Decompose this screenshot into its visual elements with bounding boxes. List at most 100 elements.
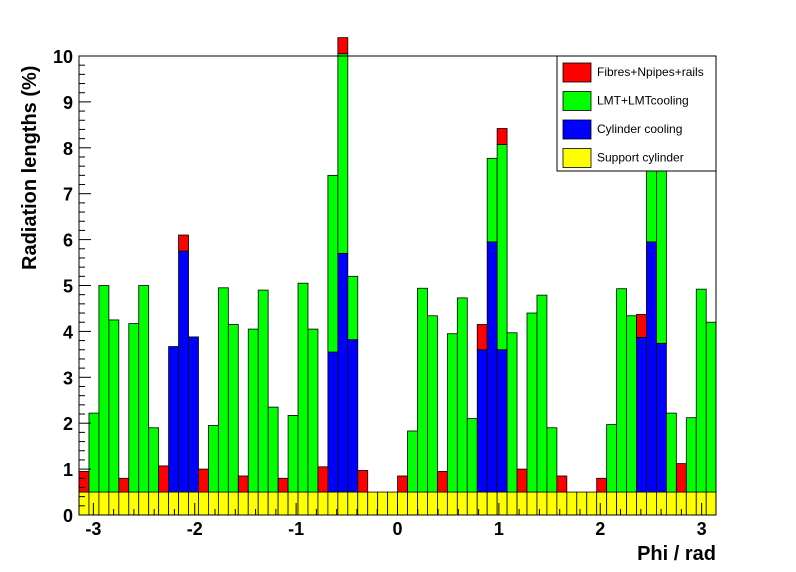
bar-segment xyxy=(506,332,518,493)
bar-segment xyxy=(556,491,568,516)
bar-segment xyxy=(695,288,707,493)
legend-label: Cylinder cooling xyxy=(597,122,682,136)
bar-segment xyxy=(496,349,508,493)
bar-segment xyxy=(506,491,518,516)
bar-segment xyxy=(208,425,219,493)
y-tick-label: 4 xyxy=(63,322,73,342)
bar-segment xyxy=(476,349,488,493)
bar-segment xyxy=(347,275,359,341)
bar-segment xyxy=(247,491,259,516)
bar-segment xyxy=(178,491,189,516)
bar-segment xyxy=(656,342,667,493)
x-tick-label: 3 xyxy=(697,519,707,539)
legend-label: Fibres+Npipes+rails xyxy=(597,65,704,79)
bar-segment xyxy=(526,491,538,516)
bar-segment xyxy=(387,491,398,516)
x-tick-label: -1 xyxy=(288,519,304,539)
bar-segment xyxy=(456,297,468,493)
bar-segment xyxy=(257,491,269,516)
bar-segment xyxy=(367,491,379,516)
bar-segment xyxy=(397,491,408,516)
bar-segment xyxy=(685,491,697,516)
legend: Fibres+Npipes+rails LMT+LMTcooling Cylinde… xyxy=(556,55,717,172)
bar-segment xyxy=(516,491,528,516)
y-tick-label: 8 xyxy=(63,139,73,159)
bar-segment xyxy=(88,491,100,516)
bar-segment xyxy=(636,314,647,338)
bar-segment xyxy=(596,491,608,516)
bar-segment xyxy=(168,346,179,493)
bar-segment xyxy=(357,470,369,493)
bar-segment xyxy=(267,406,279,493)
bar-segment xyxy=(496,128,508,145)
y-tick-label: 6 xyxy=(63,231,73,251)
bar-segment xyxy=(466,491,478,516)
x-tick-label: 1 xyxy=(494,519,504,539)
bar-segment xyxy=(227,324,239,493)
bar-segment xyxy=(636,491,647,516)
bar-segment xyxy=(98,491,110,516)
bar-segment xyxy=(227,491,239,516)
bar-segment xyxy=(337,252,349,493)
bar-segment xyxy=(148,427,160,493)
bar-segment xyxy=(138,491,150,516)
bar-segment xyxy=(665,491,677,516)
bar-segment xyxy=(616,288,627,493)
bar-segment xyxy=(556,475,568,493)
bar-segment xyxy=(377,491,389,516)
bar-segment xyxy=(247,328,259,493)
bar-segment xyxy=(158,465,170,493)
bar-segment xyxy=(237,491,249,516)
bar-segment xyxy=(526,312,538,493)
bar-segment xyxy=(88,412,100,493)
bar-segment xyxy=(277,477,289,493)
bar-segment xyxy=(476,324,488,351)
bar-segment xyxy=(118,477,130,493)
bar-segment xyxy=(287,414,299,493)
y-tick-label: 9 xyxy=(63,93,73,113)
bar-segment xyxy=(626,491,637,516)
bar-segment xyxy=(407,491,418,516)
bar-segment xyxy=(536,294,548,493)
bar-segment xyxy=(188,336,199,493)
bar-segment xyxy=(217,287,229,493)
y-tick-label: 5 xyxy=(63,277,73,297)
bar-segment xyxy=(397,475,408,493)
bar-segment xyxy=(626,315,637,493)
bar-segment xyxy=(486,241,498,493)
legend-swatch xyxy=(562,62,592,83)
bar-segment xyxy=(277,491,289,516)
bar-segment xyxy=(705,321,717,493)
bar-segment xyxy=(118,491,130,516)
legend-swatch xyxy=(562,119,592,140)
x-tick-label: 2 xyxy=(595,519,605,539)
bar-segment xyxy=(616,491,627,516)
x-tick-label: -3 xyxy=(85,519,101,539)
bar-segment xyxy=(576,491,588,516)
bar-segment xyxy=(198,468,209,493)
bar-segment xyxy=(178,234,189,252)
bar-segment xyxy=(407,430,418,493)
bar-segment xyxy=(237,475,249,493)
legend-swatch xyxy=(562,148,592,168)
bar-segment xyxy=(436,491,448,516)
x-tick-label: -2 xyxy=(187,519,203,539)
bar-segment xyxy=(307,328,319,493)
bar-segment xyxy=(347,491,359,516)
y-tick-label: 7 xyxy=(63,185,73,205)
bar-segment xyxy=(446,333,458,493)
bar-segment xyxy=(665,412,677,493)
bar-segment xyxy=(217,491,229,516)
bar-segment xyxy=(178,250,189,493)
y-tick-label: 2 xyxy=(63,414,73,434)
bar-segment xyxy=(78,470,90,493)
bar-segment xyxy=(546,427,558,493)
bar-segment xyxy=(436,470,448,493)
bar-segment xyxy=(586,491,598,516)
bar-segment xyxy=(138,285,150,493)
bar-segment xyxy=(546,491,558,516)
y-axis-title: Radiation lengths (%) xyxy=(19,66,41,270)
bar-segment xyxy=(496,144,508,351)
bar-segment xyxy=(337,37,349,55)
